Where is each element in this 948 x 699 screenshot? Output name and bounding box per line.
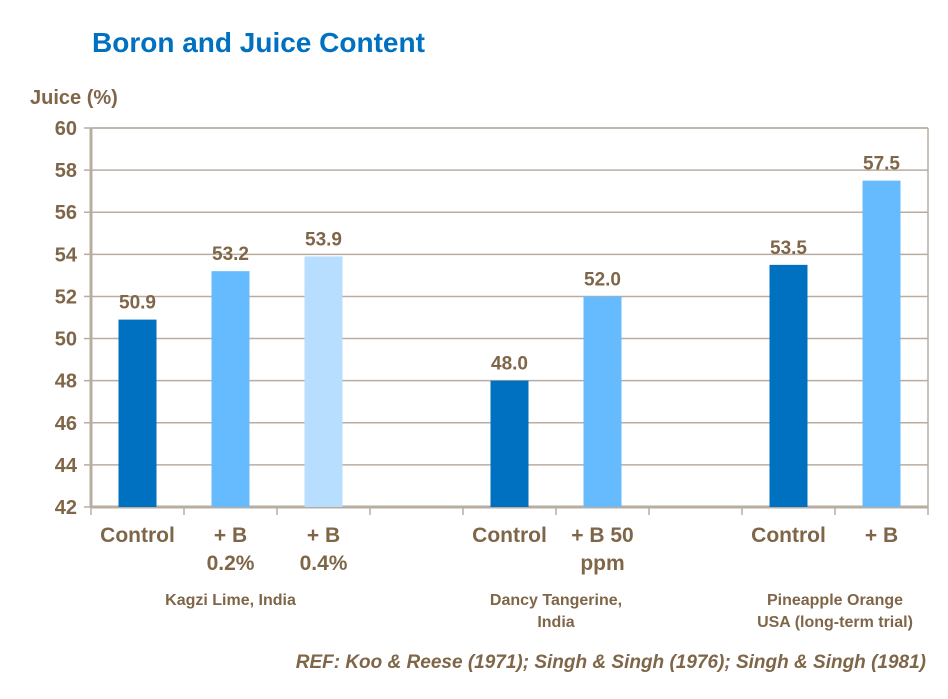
bar bbox=[211, 271, 250, 507]
x-tick-label: + B bbox=[865, 524, 898, 547]
bar bbox=[862, 180, 901, 507]
chart-title: Boron and Juice Content bbox=[92, 27, 425, 58]
bar bbox=[769, 264, 808, 507]
x-tick-label: + B 0.4% bbox=[300, 524, 348, 575]
data-label: 53.2 bbox=[212, 244, 249, 265]
y-tick-label: 52 bbox=[55, 286, 77, 308]
y-tick-label: 54 bbox=[55, 244, 78, 266]
data-label: 57.5 bbox=[863, 154, 900, 175]
y-tick-label: 50 bbox=[55, 329, 77, 351]
data-label: 53.9 bbox=[305, 229, 342, 250]
x-tick-label: + B 0.2% bbox=[207, 524, 255, 575]
bar bbox=[118, 319, 157, 507]
y-tick-label: 58 bbox=[55, 160, 77, 182]
group-label: Dancy Tangerine, India bbox=[490, 592, 622, 631]
x-tick-label: Control bbox=[100, 524, 175, 547]
y-tick-label: 48 bbox=[55, 371, 77, 393]
x-tick-label: Control bbox=[751, 524, 826, 547]
bar bbox=[583, 296, 622, 507]
data-label: 48.0 bbox=[491, 354, 528, 375]
y-tick-label: 56 bbox=[55, 202, 77, 224]
data-label: 53.5 bbox=[770, 238, 807, 259]
y-tick-label: 42 bbox=[55, 497, 77, 519]
y-tick-label: 44 bbox=[55, 455, 78, 477]
reference-note: REF: Koo & Reese (1971); Singh & Singh (… bbox=[296, 652, 926, 673]
data-label: 50.9 bbox=[119, 293, 156, 314]
bar bbox=[304, 256, 343, 507]
y-tick-label: 60 bbox=[55, 118, 77, 140]
group-label: Kagzi Lime, India bbox=[165, 592, 296, 609]
x-tick-label: Control bbox=[472, 524, 547, 547]
x-tick-label: + B 50 ppm bbox=[571, 524, 633, 575]
bar bbox=[490, 380, 529, 507]
y-tick-label: 46 bbox=[55, 413, 77, 435]
data-label: 52.0 bbox=[584, 269, 621, 290]
group-label: Pineapple Orange USA (long-term trial) bbox=[757, 592, 913, 631]
y-axis-label: Juice (%) bbox=[30, 87, 118, 109]
